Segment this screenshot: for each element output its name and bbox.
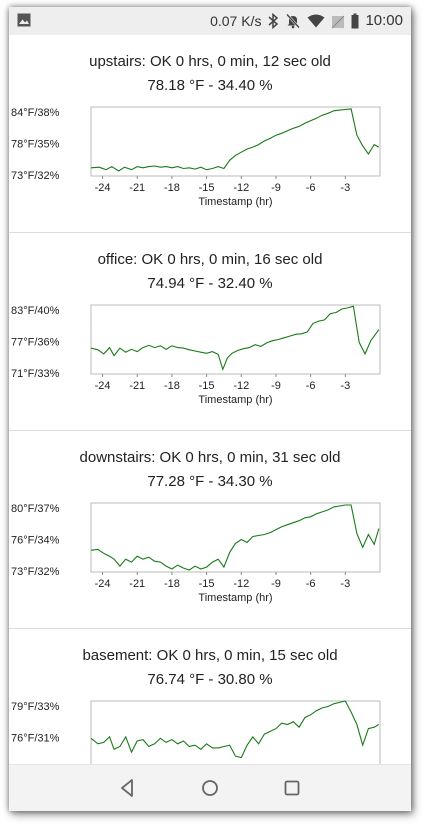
x-axis-label: Timestamp (hr) bbox=[198, 592, 272, 604]
plot-area bbox=[90, 304, 381, 375]
sensor-reading: 74.94 °F - 32.40 % bbox=[147, 275, 273, 292]
network-speed: 0.07 K/s bbox=[210, 12, 262, 29]
y-tick-label: 84°F/38% bbox=[11, 107, 60, 119]
y-tick-label: 76°F/34% bbox=[11, 535, 60, 547]
x-axis-label: Timestamp (hr) bbox=[198, 196, 272, 208]
x-tick-label: -21 bbox=[129, 578, 145, 590]
sensor-title: upstairs: OK 0 hrs, 0 min, 12 sec old bbox=[89, 53, 331, 70]
sensor-chart: 83°F/40% 77°F/36% 71°F/33% -24 -21 -18 -15 -12 -… bbox=[11, 304, 381, 406]
recents-icon[interactable] bbox=[281, 777, 303, 799]
x-tick-label: -18 bbox=[164, 380, 180, 392]
x-tick-label: -3 bbox=[340, 182, 350, 194]
bluetooth-icon bbox=[268, 12, 279, 29]
x-tick-label: -9 bbox=[271, 182, 281, 194]
back-icon[interactable] bbox=[117, 777, 139, 799]
x-tick-label: -21 bbox=[129, 380, 145, 392]
clock: 10:00 bbox=[365, 12, 403, 29]
y-tick-label: 78°F/35% bbox=[11, 139, 60, 151]
no-sim-icon bbox=[332, 15, 345, 28]
y-tick-label: 83°F/40% bbox=[11, 305, 60, 317]
navigation-bar bbox=[9, 764, 411, 811]
plot-area bbox=[90, 106, 381, 177]
y-tick-label: 79°F/33% bbox=[11, 701, 60, 713]
series-line bbox=[90, 504, 380, 571]
x-tick-label: -15 bbox=[199, 182, 215, 194]
sensor-card-basement[interactable]: basement: OK 0 hrs, 0 min, 15 sec old 76… bbox=[9, 629, 411, 765]
x-tick-label: -12 bbox=[233, 182, 249, 194]
x-tick-label: -24 bbox=[95, 182, 111, 194]
battery-icon bbox=[351, 13, 359, 28]
sensor-card-downstairs[interactable]: downstairs: OK 0 hrs, 0 min, 31 sec old … bbox=[9, 431, 411, 629]
sensor-card-office[interactable]: office: OK 0 hrs, 0 min, 16 sec old 74.9… bbox=[9, 233, 411, 431]
image-icon bbox=[17, 13, 31, 27]
x-tick-label: -3 bbox=[340, 380, 350, 392]
phone-screen: 0.07 K/s 10:00 bbox=[9, 7, 411, 811]
plot-area bbox=[90, 700, 381, 765]
x-tick-label: -6 bbox=[306, 578, 316, 590]
x-tick-label: -15 bbox=[199, 578, 215, 590]
wifi-icon bbox=[307, 14, 325, 27]
sensor-title: basement: OK 0 hrs, 0 min, 15 sec old bbox=[82, 647, 338, 664]
y-tick-label: 76°F/31% bbox=[11, 733, 60, 745]
x-tick-label: -3 bbox=[340, 578, 350, 590]
sensor-chart: 80°F/37% 76°F/34% 73°F/32% -24 -21 -18 -15 -12 -… bbox=[11, 502, 381, 604]
x-tick-label: -9 bbox=[271, 380, 281, 392]
y-tick-label: 77°F/36% bbox=[11, 337, 60, 349]
y-tick-label: 73°F/32% bbox=[11, 170, 60, 182]
x-tick-label: -12 bbox=[233, 380, 249, 392]
x-tick-label: -24 bbox=[95, 380, 111, 392]
x-tick-label: -6 bbox=[306, 182, 316, 194]
x-tick-label: -18 bbox=[164, 578, 180, 590]
sensor-chart: 79°F/33%76°F/31%74°F/29% bbox=[11, 700, 381, 765]
x-tick-label: -12 bbox=[233, 578, 249, 590]
status-right: 0.07 K/s 10:00 bbox=[210, 12, 403, 29]
y-tick-label: 80°F/37% bbox=[11, 503, 60, 515]
sensor-reading: 78.18 °F - 34.40 % bbox=[147, 77, 273, 94]
x-tick-label: -18 bbox=[164, 182, 180, 194]
sensor-title: downstairs: OK 0 hrs, 0 min, 31 sec old bbox=[79, 449, 341, 466]
sensor-reading: 76.74 °F - 30.80 % bbox=[147, 671, 273, 688]
series-line bbox=[90, 305, 380, 372]
sensor-card-upstairs[interactable]: upstairs: OK 0 hrs, 0 min, 12 sec old 78… bbox=[9, 35, 411, 233]
x-tick-label: -21 bbox=[129, 182, 145, 194]
sensor-title: office: OK 0 hrs, 0 min, 16 sec old bbox=[97, 251, 323, 268]
mute-icon bbox=[286, 13, 301, 28]
x-tick-label: -9 bbox=[271, 578, 281, 590]
sensor-list[interactable]: upstairs: OK 0 hrs, 0 min, 12 sec old 78… bbox=[9, 35, 411, 765]
status-bar: 0.07 K/s 10:00 bbox=[9, 7, 411, 35]
x-tick-label: -6 bbox=[306, 380, 316, 392]
x-tick-label: -24 bbox=[95, 578, 111, 590]
plot-area bbox=[90, 502, 381, 573]
y-tick-label: 71°F/33% bbox=[11, 368, 60, 380]
home-icon[interactable] bbox=[199, 777, 221, 799]
sensor-chart: 84°F/38% 78°F/35% 73°F/32% -24 -21 -18 -15 -12 -… bbox=[11, 106, 381, 208]
series-line bbox=[90, 700, 380, 759]
y-tick-label: 73°F/32% bbox=[11, 566, 60, 578]
x-axis-label: Timestamp (hr) bbox=[198, 394, 272, 406]
sensor-reading: 77.28 °F - 34.30 % bbox=[147, 473, 273, 490]
x-tick-label: -15 bbox=[199, 380, 215, 392]
series-line bbox=[90, 108, 380, 172]
